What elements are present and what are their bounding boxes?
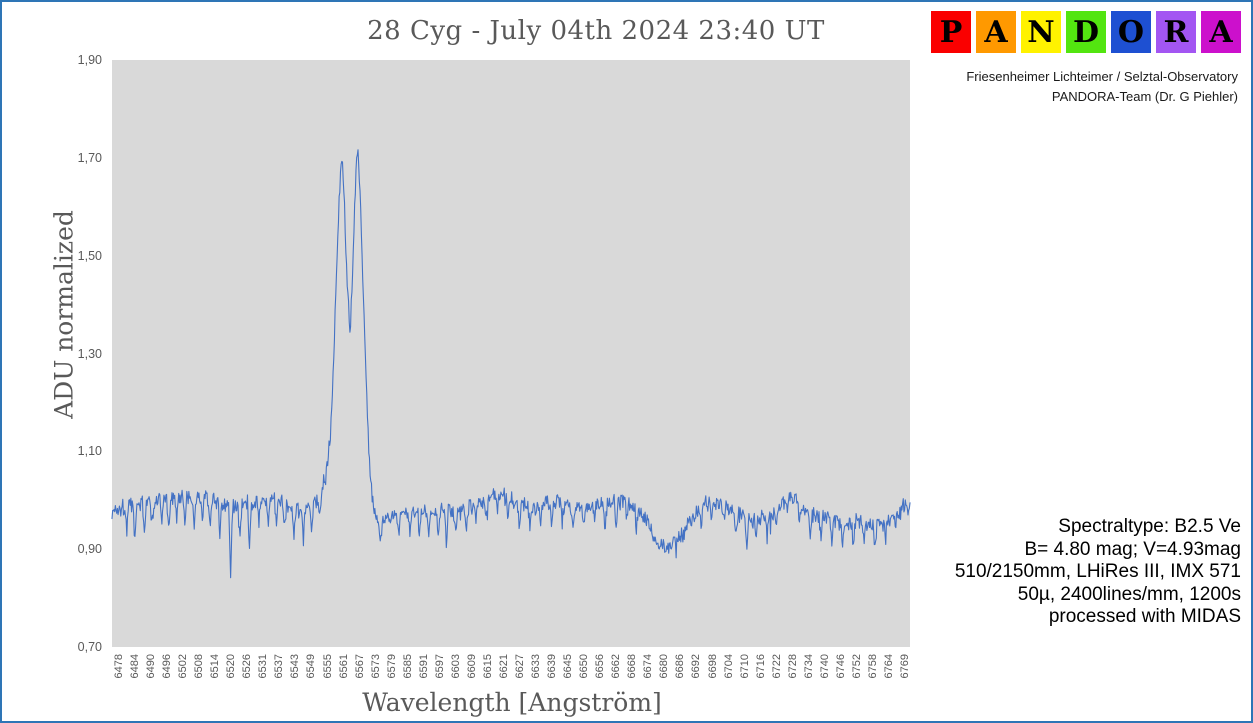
details-line: processed with MIDAS xyxy=(1048,606,1241,627)
x-tick-label: 6561 xyxy=(337,654,350,679)
x-tick-label: 6710 xyxy=(738,654,751,679)
x-tick-label: 6514 xyxy=(209,654,222,679)
y-tick-label: 1,50 xyxy=(77,248,102,263)
x-tick-label: 6698 xyxy=(706,654,719,679)
x-tick-label: 6627 xyxy=(514,654,527,679)
x-tick-label: 6633 xyxy=(530,654,543,679)
y-tick-label: 1,70 xyxy=(77,150,102,165)
x-tick-label: 6585 xyxy=(401,654,414,679)
details-line: 510/2150mm, LHiRes III, IMX 571 xyxy=(954,561,1241,582)
x-tick-label: 6549 xyxy=(305,654,318,679)
logo-tile-a: A xyxy=(1201,11,1241,53)
x-tick-label: 6716 xyxy=(754,654,767,679)
logo-tile-p: P xyxy=(931,11,971,53)
logo-tile-a: A xyxy=(976,11,1016,53)
x-tick-label: 6639 xyxy=(546,654,559,679)
details-line: B= 4.80 mag; V=4.93mag xyxy=(1024,538,1241,560)
chart-title: 28 Cyg - July 04th 2024 23:40 UT xyxy=(367,16,825,46)
details-line: 50µ, 2400lines/mm, 1200s xyxy=(1017,583,1241,605)
y-tick-label: 1,30 xyxy=(77,346,102,361)
x-tick-label: 6573 xyxy=(369,654,382,679)
x-tick-label: 6543 xyxy=(289,654,302,679)
x-tick-label: 6508 xyxy=(193,654,206,679)
x-tick-label: 6478 xyxy=(113,654,125,679)
x-tick-label: 6686 xyxy=(674,654,687,679)
x-tick-label: 6656 xyxy=(594,654,607,679)
details-line: Spectraltype: B2.5 Ve xyxy=(1058,516,1241,537)
x-tick-label: 6484 xyxy=(129,654,142,679)
observation-details: Spectraltype: B2.5 Ve B= 4.80 mag; V=4.93… xyxy=(955,516,1241,629)
logo-tile-o: O xyxy=(1111,11,1151,53)
x-tick-label: 6555 xyxy=(321,654,334,679)
x-tick-label: 6496 xyxy=(161,654,174,679)
logo-tile-r: R xyxy=(1156,11,1196,53)
y-tick-label: 0,90 xyxy=(77,542,102,557)
x-tick-label: 6645 xyxy=(562,654,575,679)
x-tick-label: 6591 xyxy=(417,654,430,679)
x-tick-label: 6490 xyxy=(145,654,158,679)
x-tick-label: 6740 xyxy=(818,654,831,679)
x-tick-label: 6579 xyxy=(385,654,398,679)
x-tick-label: 6520 xyxy=(225,654,238,679)
x-tick-label: 6609 xyxy=(465,654,478,679)
x-tick-label: 6728 xyxy=(786,654,799,679)
x-tick-label: 6567 xyxy=(353,654,366,679)
x-tick-label: 6680 xyxy=(658,654,671,679)
x-axis-title: Wavelength [Angström] xyxy=(362,688,662,717)
x-tick-label: 6662 xyxy=(610,654,623,679)
y-axis-title: ADU normalized xyxy=(49,210,79,419)
x-tick-label: 6615 xyxy=(481,654,494,679)
x-tick-label: 6704 xyxy=(722,654,735,679)
x-tick-label: 6597 xyxy=(433,654,446,679)
x-tick-label: 6668 xyxy=(626,654,639,679)
x-tick-label: 6674 xyxy=(642,654,655,679)
x-tick-label: 6526 xyxy=(241,654,254,679)
x-tick-label: 6769 xyxy=(899,654,911,679)
y-tick-label: 0,70 xyxy=(77,640,102,654)
x-tick-label: 6746 xyxy=(834,654,847,679)
observatory-line-1: Friesenheimer Lichteimer / Selztal-Obser… xyxy=(966,69,1238,84)
x-tick-label: 6502 xyxy=(177,654,190,679)
x-tick-label: 6621 xyxy=(497,654,510,679)
x-tick-label: 6734 xyxy=(802,654,815,679)
x-tick-label: 6537 xyxy=(273,654,286,679)
observatory-caption: Friesenheimer Lichteimer / Selztal-Obser… xyxy=(966,67,1238,107)
y-tick-label: 1,90 xyxy=(77,53,102,67)
x-tick-label: 6692 xyxy=(690,654,703,679)
x-tick-label: 6603 xyxy=(449,654,462,679)
x-tick-label: 6758 xyxy=(866,654,879,679)
x-tick-label: 6722 xyxy=(770,654,783,679)
x-tick-label: 6764 xyxy=(882,654,895,679)
observatory-line-2: PANDORA-Team (Dr. G Piehler) xyxy=(1051,89,1238,104)
y-tick-label: 1,10 xyxy=(77,444,102,459)
x-tick-label: 6752 xyxy=(850,654,863,679)
plot-area xyxy=(112,60,910,647)
spectrum-line xyxy=(111,149,911,579)
spectrum-plot xyxy=(111,60,911,647)
logo-tile-n: N xyxy=(1021,11,1061,53)
x-tick-label: 6531 xyxy=(257,654,270,679)
logo-tile-d: D xyxy=(1066,11,1106,53)
x-tick-label: 6650 xyxy=(578,654,591,679)
